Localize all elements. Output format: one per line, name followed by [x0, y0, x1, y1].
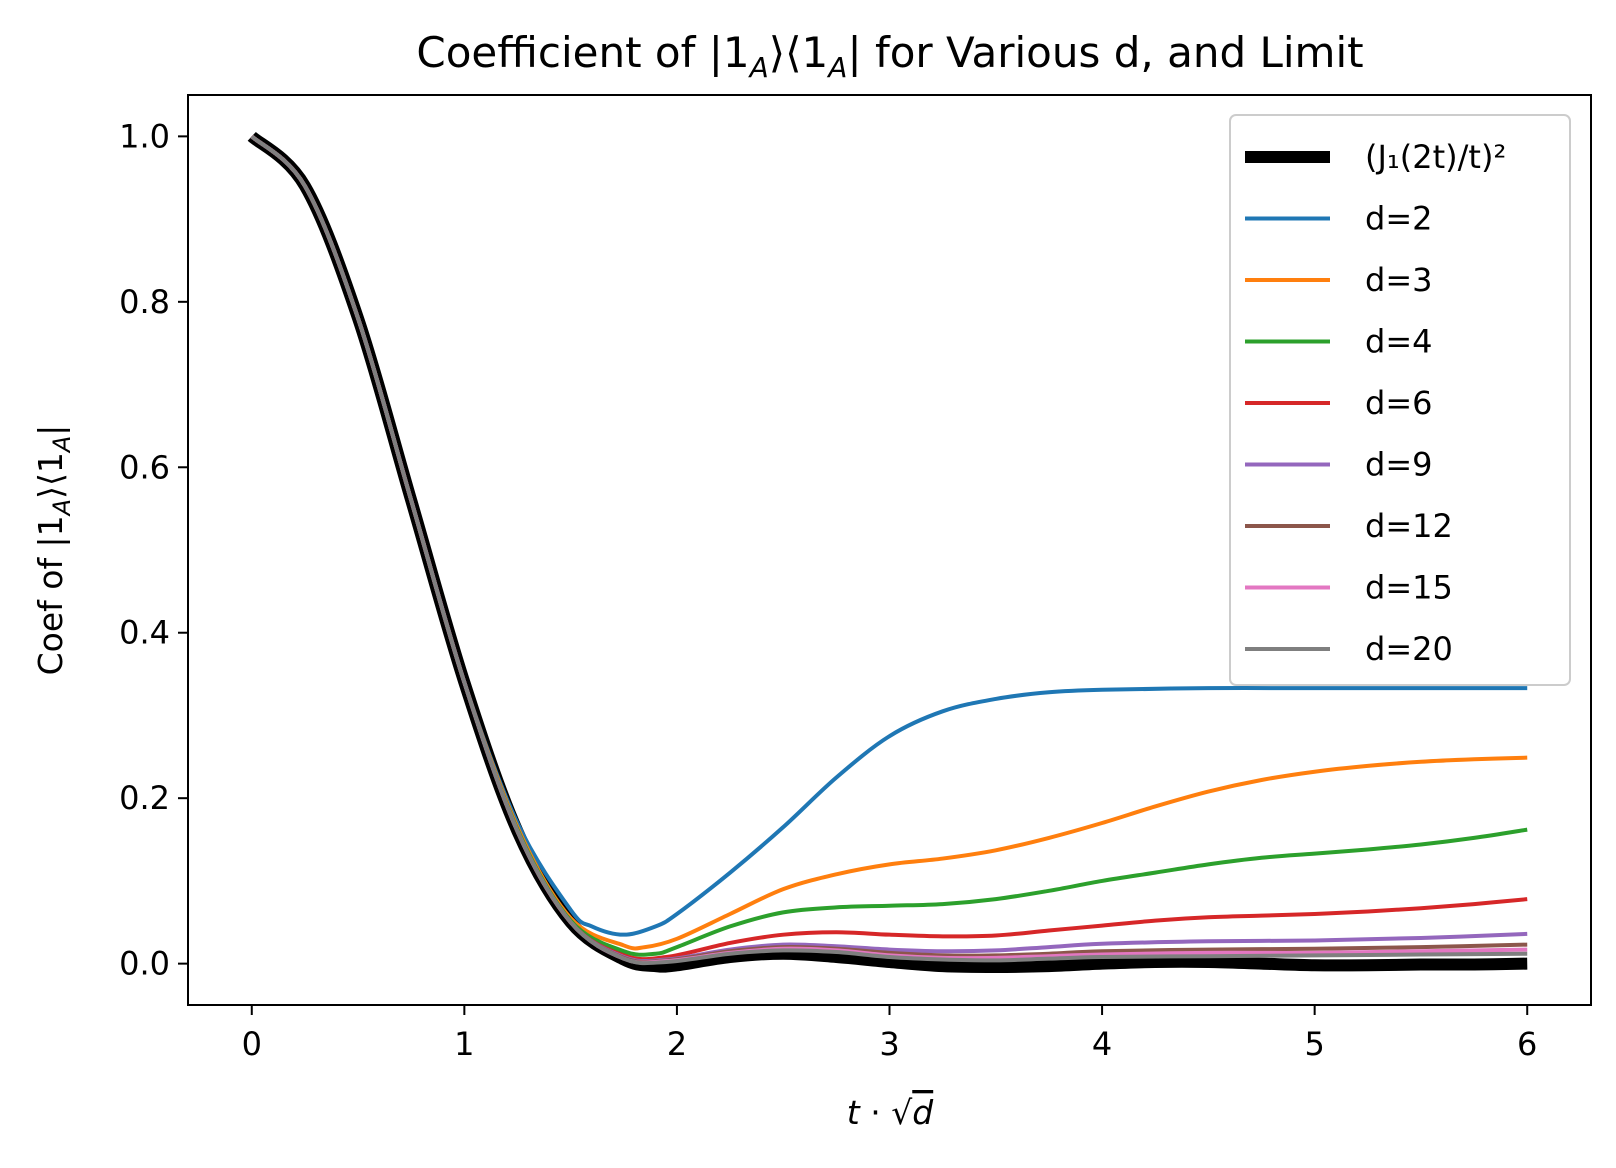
x-tick-label: 3	[879, 1025, 899, 1063]
legend-label: d=3	[1365, 261, 1432, 299]
series-lines	[247, 131, 1528, 973]
y-tick-label: 0.8	[119, 283, 170, 321]
x-tick-label: 6	[1517, 1025, 1537, 1063]
y-tick-label: 0.0	[119, 945, 170, 983]
x-tick-label: 1	[454, 1025, 474, 1063]
chart-title: Coefficient of |1A⟩⟨1A| for Various d, a…	[416, 28, 1363, 84]
axis-ticks: 0 1 2 3 4 5 6 0.0 0.2 0.4 0.6 0.8 1.0	[119, 117, 1537, 1063]
x-tick-label: 0	[242, 1025, 262, 1063]
legend-label: d=15	[1365, 569, 1453, 607]
y-tick-label: 0.6	[119, 448, 170, 486]
legend-label: d=4	[1365, 323, 1432, 361]
legend: (J₁(2t)/t)² d=2 d=3 d=4 d=6 d=9 d=12 d=15 d=20	[1229, 114, 1571, 686]
x-axis-label: t · √d	[847, 1093, 934, 1132]
x-tick-label: 4	[1092, 1025, 1112, 1063]
legend-label: d=12	[1365, 507, 1453, 545]
legend-label: d=6	[1365, 384, 1432, 422]
x-tick-label: 2	[667, 1025, 687, 1063]
y-tick-label: 0.2	[119, 779, 170, 817]
y-tick-label: 0.4	[119, 614, 170, 652]
legend-label: d=9	[1365, 446, 1432, 484]
y-axis-label: Coef of |1A⟩⟨1A|	[31, 425, 76, 676]
series-line-d-20	[250, 134, 1528, 966]
legend-label: d=2	[1365, 200, 1432, 238]
legend-label: d=20	[1365, 630, 1453, 668]
x-tick-label: 5	[1304, 1025, 1324, 1063]
y-tick-label: 1.0	[119, 117, 170, 155]
plot-frame	[187, 94, 1592, 1006]
legend-box	[1229, 114, 1571, 686]
legend-label: (J₁(2t)/t)²	[1365, 138, 1506, 176]
